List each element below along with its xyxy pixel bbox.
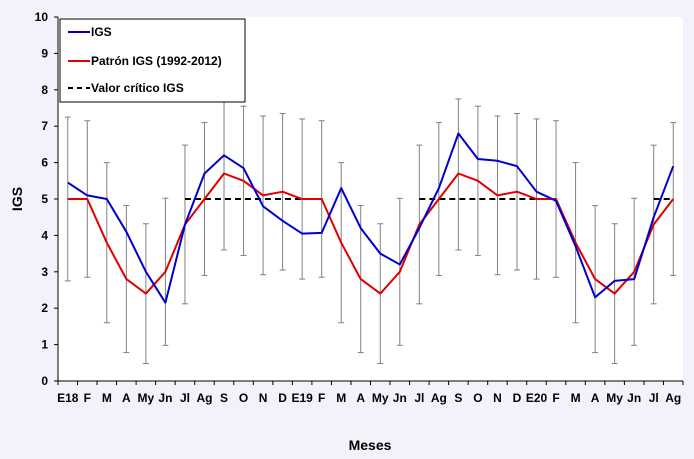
x-tick-label-22: N — [493, 391, 502, 405]
x-tick-label-31: Ag — [665, 391, 681, 405]
x-tick-label-11: D — [278, 391, 287, 405]
y-tick-label-7: 7 — [41, 119, 48, 133]
x-tick-label-27: A — [591, 391, 600, 405]
x-axis-label: Meses — [349, 437, 392, 453]
y-tick-label-2: 2 — [41, 301, 48, 315]
x-tick-label-28: My — [606, 391, 623, 405]
x-tick-label-29: Jn — [627, 391, 641, 405]
x-tick-label-19: Ag — [431, 391, 447, 405]
y-axis-label: IGS — [9, 187, 25, 211]
x-tick-label-9: O — [239, 391, 248, 405]
legend-label-igs: IGS — [91, 25, 112, 39]
y-tick-label-5: 5 — [41, 192, 48, 206]
x-tick-label-20: S — [454, 391, 462, 405]
legend-label-critical: Valor crítico IGS — [91, 81, 184, 95]
y-tick-label-4: 4 — [41, 228, 48, 242]
x-tick-label-18: Jl — [414, 391, 424, 405]
y-tick-label-1: 1 — [41, 338, 48, 352]
legend: IGS Patrón IGS (1992-2012) Valor crítico… — [59, 18, 246, 103]
axes — [54, 16, 684, 385]
x-tick-label-23: D — [513, 391, 522, 405]
x-tick-labels: E18 F M A My Jn Jl Ag S O N D E19 F M A My Jn Jl Ag S O N D E20 F… — [57, 391, 681, 405]
x-tick-label-2: M — [102, 391, 112, 405]
y-tick-label-6: 6 — [41, 156, 48, 170]
x-tick-label-3: A — [122, 391, 131, 405]
series-line-igs — [67, 132, 675, 304]
x-tick-label-5: Jn — [158, 391, 172, 405]
x-tick-label-7: Ag — [196, 391, 212, 405]
x-tick-label-0: E18 — [57, 391, 79, 405]
x-tick-label-16: My — [372, 391, 389, 405]
series-line-pattern — [67, 172, 674, 295]
x-tick-label-6: Jl — [180, 391, 190, 405]
y-tick-label-9: 9 — [41, 46, 48, 60]
y-tick-label-10: 10 — [35, 10, 49, 24]
y-tick-label-8: 8 — [41, 83, 48, 97]
x-tick-label-14: M — [336, 391, 346, 405]
x-tick-label-4: My — [138, 391, 155, 405]
y-tick-labels: 0 1 2 3 4 5 6 7 8 9 10 — [35, 10, 49, 388]
x-tick-label-21: O — [473, 391, 482, 405]
legend-box — [59, 18, 246, 103]
x-tick-label-8: S — [220, 391, 228, 405]
x-tick-label-10: N — [259, 391, 268, 405]
y-tick-label-0: 0 — [41, 374, 48, 388]
x-tick-label-13: F — [318, 391, 325, 405]
series-lines — [67, 132, 675, 304]
x-tick-label-24: E20 — [526, 391, 548, 405]
x-tick-label-17: Jn — [393, 391, 407, 405]
x-tick-label-30: Jl — [649, 391, 659, 405]
legend-label-pattern: Patrón IGS (1992-2012) — [91, 54, 222, 68]
x-tick-label-12: E19 — [291, 391, 313, 405]
y-tick-label-3: 3 — [41, 265, 48, 279]
x-tick-label-1: F — [84, 391, 91, 405]
x-tick-label-25: F — [552, 391, 559, 405]
x-tick-label-26: M — [571, 391, 581, 405]
x-tick-label-15: A — [356, 391, 365, 405]
